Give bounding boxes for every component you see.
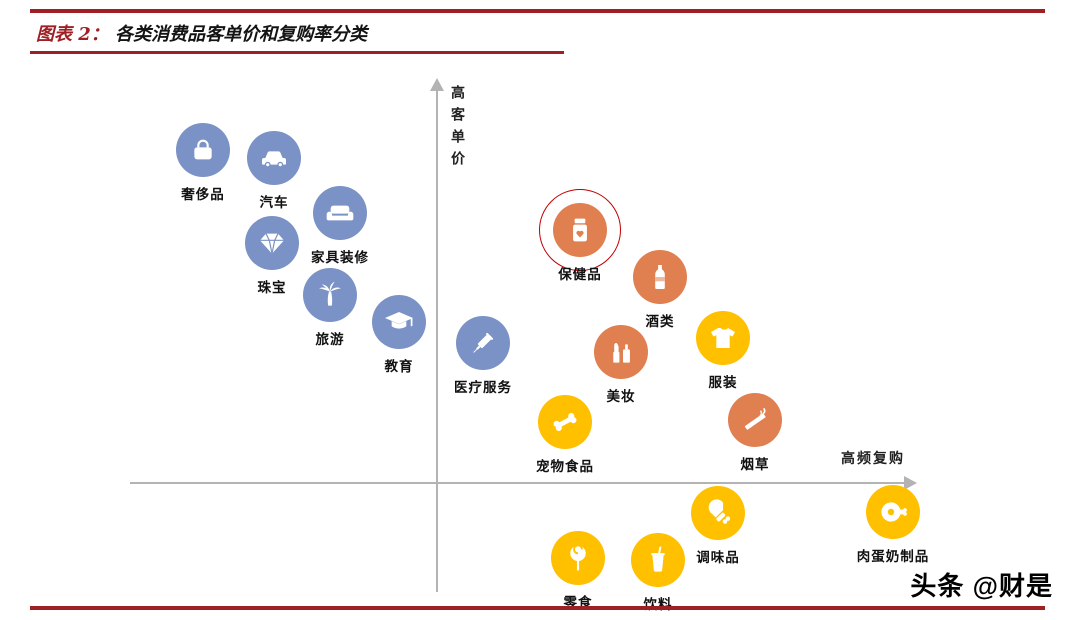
graduation-cap-icon — [383, 306, 415, 338]
syringe-icon — [467, 327, 499, 359]
diamond-icon — [256, 227, 288, 259]
chart-title: 图表 2： 各类消费品客单价和复购率分类 — [36, 20, 367, 46]
scatter-chart: 高客单价 高频复购 奢侈品汽车家具装修珠宝旅游教育医疗服务 保健品酒类美妆 服装烟草… — [0, 60, 1075, 613]
pill-bottle-icon — [564, 214, 596, 246]
y-axis — [436, 90, 438, 592]
chart-point-label: 肉蛋奶制品 — [856, 549, 930, 565]
car-icon — [258, 142, 290, 174]
sofa-icon — [324, 197, 356, 229]
chart-point — [553, 203, 607, 257]
chart-point-label: 服装 — [708, 375, 738, 391]
chart-point — [594, 325, 648, 379]
x-axis-arrow-icon — [904, 476, 917, 490]
chart-point-label: 教育 — [384, 359, 414, 375]
chart-point — [551, 531, 605, 585]
title-underline — [30, 51, 564, 54]
cosmetics-icon — [605, 336, 637, 368]
chart-point — [728, 393, 782, 447]
handbag-icon — [187, 134, 219, 166]
highlight-ring — [539, 189, 621, 271]
chart-point-label: 美妆 — [606, 389, 636, 405]
chart-point-label: 烟草 — [740, 457, 770, 473]
chart-point — [696, 311, 750, 365]
chart-point — [538, 395, 592, 449]
tshirt-icon — [707, 322, 739, 354]
palm-tree-icon — [314, 279, 346, 311]
chart-point — [631, 533, 685, 587]
ham-icon — [877, 496, 909, 528]
chart-point-label: 调味品 — [696, 550, 740, 566]
cigarette-icon — [739, 404, 771, 436]
chart-point-label: 旅游 — [315, 332, 345, 348]
chart-point — [176, 123, 230, 177]
chart-point-label: 饮料 — [643, 597, 673, 613]
top-divider — [30, 9, 1045, 13]
drink-cup-icon — [642, 544, 674, 576]
chart-point-label: 汽车 — [259, 195, 289, 211]
x-axis — [130, 482, 906, 484]
chart-point — [866, 485, 920, 539]
chart-point-label: 珠宝 — [257, 280, 287, 296]
drumstick-icon — [702, 497, 734, 529]
chart-point — [456, 316, 510, 370]
chart-point-label: 奢侈品 — [181, 187, 225, 203]
chart-point — [633, 250, 687, 304]
chart-point — [245, 216, 299, 270]
chart-title-text: 各类消费品客单价和复购率分类 — [115, 24, 368, 45]
bottom-divider — [30, 606, 1045, 610]
chart-point — [372, 295, 426, 349]
chart-point-label: 保健品 — [558, 267, 602, 283]
chart-point-label: 医疗服务 — [454, 380, 512, 396]
chart-point — [247, 131, 301, 185]
y-axis-arrow-icon — [430, 78, 444, 91]
bone-icon — [549, 406, 581, 438]
lollipop-icon — [562, 542, 594, 574]
chart-point — [303, 268, 357, 322]
chart-point — [691, 486, 745, 540]
chart-point-label: 宠物食品 — [536, 459, 594, 475]
chart-point-label: 酒类 — [645, 314, 675, 330]
y-axis-label: 高客单价 — [449, 85, 465, 173]
chart-point — [313, 186, 367, 240]
chart-title-label: 图表 2： — [36, 24, 109, 45]
wine-bottle-icon — [644, 261, 676, 293]
watermark: 头条 @财是 — [910, 571, 1053, 601]
chart-point-label: 家具装修 — [311, 250, 369, 266]
x-axis-label: 高频复购 — [841, 451, 905, 467]
